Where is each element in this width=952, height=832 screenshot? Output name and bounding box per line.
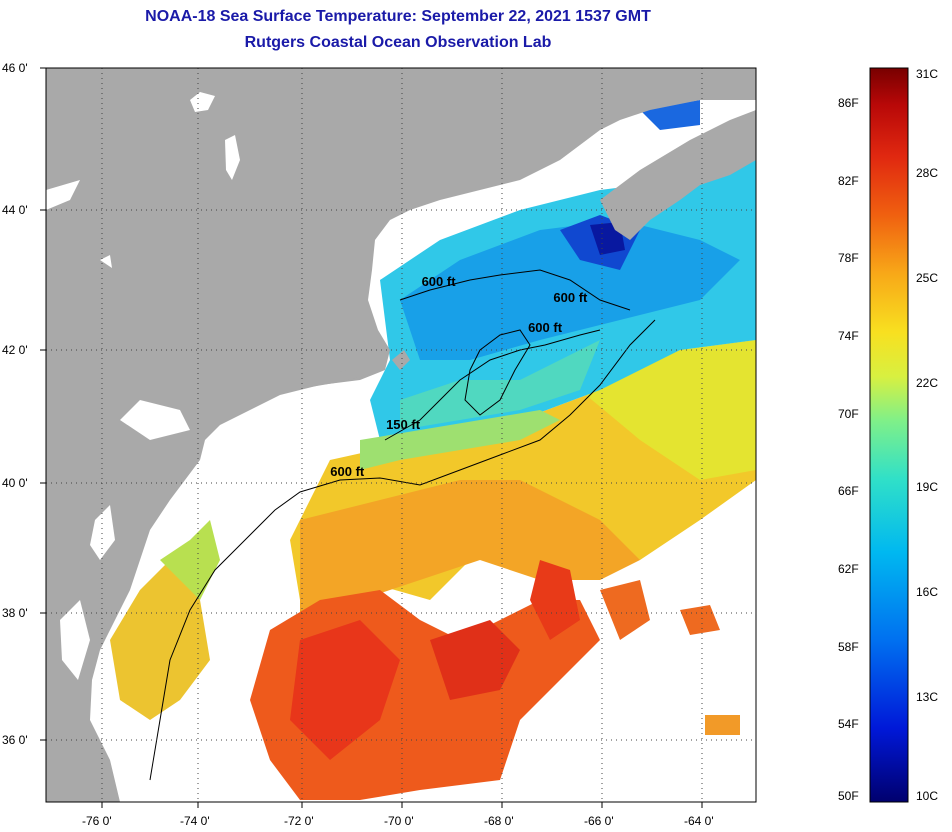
colorbar-c-label: 13C — [916, 690, 939, 705]
lon-label-66: -66 0' — [584, 814, 614, 828]
ticks — [40, 67, 703, 808]
lat-label-44: 44 0' — [2, 203, 28, 217]
colorbar-gradient — [869, 67, 909, 803]
colorbar-f-label: 62F — [838, 561, 859, 576]
lat-label-40: 40 0' — [2, 476, 28, 490]
colorbar-f-label: 78F — [838, 251, 859, 266]
lat-label-36: 36 0' — [2, 733, 28, 747]
lon-label-72: -72 0' — [284, 814, 314, 828]
map-frame — [45, 67, 757, 803]
lon-label-76: -76 0' — [82, 814, 112, 828]
title-line-1: NOAA-18 Sea Surface Temperature: Septemb… — [145, 8, 651, 25]
colorbar-c-label: 16C — [916, 585, 939, 600]
inland-water — [46, 92, 240, 680]
colorbar-c-label: 10C — [916, 789, 939, 803]
bathymetry-contours — [149, 269, 656, 781]
colorbar-c-label: 22C — [916, 375, 939, 390]
lon-label-70: -70 0' — [384, 814, 414, 828]
lon-label-64: -64 0' — [684, 814, 714, 828]
colorbar-f-label: 70F — [838, 406, 859, 421]
contour-label: 600 ft — [553, 290, 588, 306]
contour-label: 600 ft — [421, 273, 456, 289]
colorbar-c-label: 28C — [916, 165, 939, 180]
colorbar-f-label: 50F — [838, 789, 859, 803]
contour-label: 600 ft — [528, 320, 563, 336]
colorbar-f-label: 66F — [838, 484, 859, 499]
lat-label-42: 42 0' — [2, 343, 28, 357]
colorbar-f-label: 54F — [838, 717, 859, 732]
contour-label: 150 ft — [386, 416, 421, 432]
colorbar-c-label: 25C — [916, 270, 939, 285]
contour-label: 600 ft — [330, 463, 365, 479]
colorbar-f-label: 82F — [838, 173, 859, 188]
lat-label-38: 38 0' — [2, 606, 28, 620]
colorbar-f-label: 86F — [838, 95, 859, 110]
colorbar-c-label: 19C — [916, 480, 939, 495]
colorbar-f-label: 74F — [838, 328, 859, 343]
lon-label-68: -68 0' — [484, 814, 514, 828]
colorbar-c-label: 31C — [916, 67, 939, 81]
lat-label-46: 46 0' — [2, 61, 28, 75]
land — [46, 68, 756, 802]
sst-field — [110, 100, 756, 800]
title-line-2: Rutgers Coastal Ocean Observation Lab — [244, 34, 552, 51]
graticule — [46, 68, 756, 802]
map-content — [46, 68, 756, 802]
colorbar-f-label: 58F — [838, 639, 859, 654]
lon-label-74: -74 0' — [180, 814, 210, 828]
